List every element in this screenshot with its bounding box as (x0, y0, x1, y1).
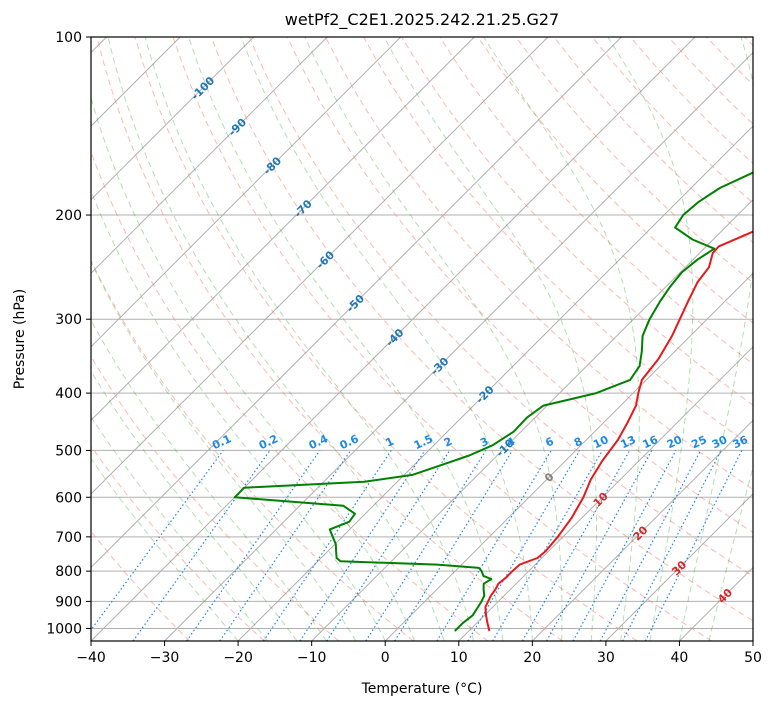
y-tick-label: 400 (55, 386, 82, 402)
mixing-ratio-label: 10 (591, 433, 611, 451)
moist-adiabat-line (304, 37, 563, 641)
x-axis-ticks: −40 −30 −20 −10 0 10 20 30 40 50 (76, 641, 762, 666)
mixing-ratio-line (394, 450, 513, 641)
mixing-ratio-label: 36 (731, 433, 751, 451)
isotherm-line (605, 493, 753, 641)
x-tick-label: 50 (744, 650, 762, 666)
mixing-ratio-line (132, 450, 271, 641)
plot-background (91, 37, 753, 641)
dry-adiabat-line (515, 37, 753, 284)
moist-adiabat-line (383, 37, 597, 641)
isotherm-line (164, 51, 753, 641)
mixing-ratio-line (436, 450, 552, 641)
y-tick-label: 300 (55, 312, 82, 328)
moist-adiabat-line (91, 457, 239, 641)
plot-frame (90, 36, 754, 642)
mixing-ratio-line (186, 450, 321, 641)
moist-adiabat-line (91, 189, 386, 641)
dry-adiabat-line (248, 37, 753, 577)
moist-adiabat-line (678, 37, 753, 641)
x-tick-label: 0 (381, 650, 390, 666)
mixing-ratio-labels: 0.1 0.2 0.4 0.6 1 1.5 2 3 4 6 8 10 13 16 20 25 30 36 (210, 432, 750, 452)
moist-adiabat-line (91, 96, 416, 641)
moist-adiabat-line (107, 37, 445, 641)
mixing-ratio-label: 13 (618, 433, 637, 451)
y-tick-label: 700 (55, 530, 82, 546)
moist-adiabat-line (91, 260, 357, 641)
chart-title: wetPf2_C2E1.2025.242.21.25.G27 (285, 10, 559, 30)
mixing-ratio-line (546, 450, 653, 641)
moist-adiabat-line (188, 37, 504, 641)
dewpoint-profile-line (233, 171, 753, 632)
x-tick-label: −10 (297, 650, 327, 666)
profiles (233, 171, 753, 632)
x-tick-label: 30 (597, 650, 615, 666)
x-axis-label: Temperature (°C) (361, 681, 483, 697)
background-lines (91, 37, 753, 641)
x-tick-label: 10 (450, 650, 468, 666)
x-tick-label: −30 (150, 650, 180, 666)
moist-adiabat-line (240, 37, 533, 641)
isotherm-line (91, 37, 475, 422)
y-tick-label: 500 (55, 443, 82, 459)
dry-adiabat-line (134, 37, 638, 641)
moist-adiabat-line (91, 370, 298, 641)
mixing-ratio-line (521, 450, 631, 641)
dry-adiabat-line (210, 37, 753, 622)
x-tick-label: −20 (223, 650, 253, 666)
x-tick-label: −40 (76, 650, 106, 666)
isotherm-line (237, 125, 753, 641)
mixing-ratio-line (91, 450, 224, 631)
moist-adiabat-line (708, 465, 753, 641)
isotherm-line (91, 37, 328, 274)
isotherm-line (458, 346, 753, 641)
mixing-ratio-label: 25 (689, 433, 708, 451)
mixing-ratio-label: 20 (665, 433, 685, 451)
y-axis-label: Pressure (hPa) (12, 289, 28, 389)
mixing-ratio-line (219, 450, 352, 641)
mixing-ratio-label: 16 (641, 433, 661, 451)
isotherm-line (384, 272, 753, 641)
y-tick-label: 800 (55, 564, 82, 580)
mixing-ratio-line (492, 450, 603, 641)
isotherm-line (91, 37, 622, 569)
mixing-ratio-line (326, 450, 451, 641)
dry-adiabat-line (91, 259, 414, 641)
y-tick-label: 200 (55, 208, 82, 224)
dry-adiabat-line (286, 37, 753, 534)
mixing-ratio-label: 30 (710, 433, 730, 451)
y-tick-label: 600 (55, 490, 82, 506)
dry-adiabat-line (91, 444, 265, 641)
y-tick-label: 900 (55, 594, 82, 610)
dry-adiabat-line (172, 37, 713, 641)
dry-adiabat-line (96, 37, 563, 641)
y-axis-ticks: 100 200 300 400 500 600 700 800 900 1000 (46, 30, 91, 637)
isotherm-line (752, 640, 753, 641)
moist-adiabat-line (91, 319, 327, 641)
moist-adiabat-line (607, 37, 694, 641)
moist-adiabat-line (91, 415, 268, 641)
dry-adiabat-line (325, 37, 753, 490)
y-tick-label: 100 (55, 30, 82, 46)
dry-adiabat-line (91, 355, 340, 641)
y-tick-label: 1000 (46, 621, 82, 637)
mixing-ratio-line (365, 450, 487, 641)
temperature-profile-line (484, 230, 753, 632)
isotherm-line (91, 37, 255, 201)
x-tick-label: 20 (523, 650, 541, 666)
isotherm-line (91, 37, 549, 495)
x-tick-label: 40 (671, 650, 689, 666)
isotherm-line (91, 37, 402, 348)
mixing-ratio-line (572, 450, 677, 641)
moist-adiabat-line (483, 37, 640, 641)
isotherm-line (91, 37, 696, 641)
isotherm-line (531, 419, 753, 641)
